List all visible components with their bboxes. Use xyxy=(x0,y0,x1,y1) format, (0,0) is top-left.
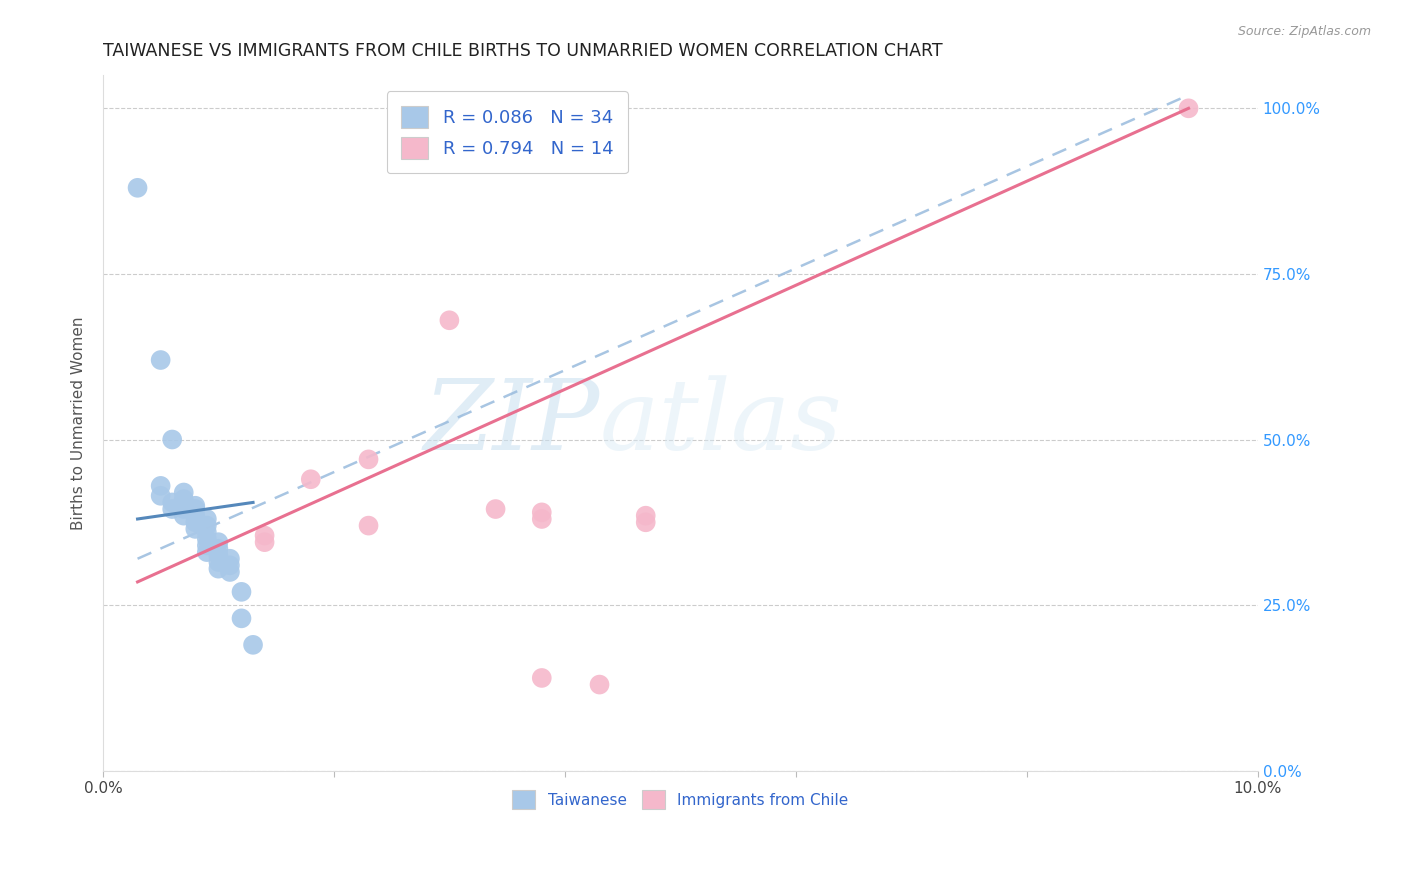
Point xyxy=(530,505,553,519)
Point xyxy=(160,495,183,509)
Point xyxy=(207,555,229,569)
Point xyxy=(231,585,253,599)
Y-axis label: Births to Unmarried Women: Births to Unmarried Women xyxy=(72,316,86,530)
Point xyxy=(530,671,553,685)
Point xyxy=(149,353,172,368)
Point xyxy=(207,535,229,549)
Point xyxy=(299,472,322,486)
Point xyxy=(149,489,172,503)
Legend: Taiwanese, Immigrants from Chile: Taiwanese, Immigrants from Chile xyxy=(506,784,855,815)
Point xyxy=(195,512,218,526)
Text: ZIP: ZIP xyxy=(423,376,599,471)
Point xyxy=(173,492,195,507)
Point xyxy=(357,518,380,533)
Point xyxy=(184,508,207,523)
Point xyxy=(149,479,172,493)
Point xyxy=(253,528,276,542)
Point xyxy=(184,516,207,530)
Text: Source: ZipAtlas.com: Source: ZipAtlas.com xyxy=(1237,25,1371,38)
Point xyxy=(242,638,264,652)
Point xyxy=(195,525,218,540)
Point xyxy=(184,499,207,513)
Point xyxy=(207,541,229,556)
Text: atlas: atlas xyxy=(599,376,842,471)
Point xyxy=(127,181,149,195)
Point xyxy=(160,433,183,447)
Point xyxy=(634,516,657,530)
Point xyxy=(195,545,218,559)
Point xyxy=(195,518,218,533)
Point xyxy=(173,508,195,523)
Point xyxy=(207,562,229,576)
Text: TAIWANESE VS IMMIGRANTS FROM CHILE BIRTHS TO UNMARRIED WOMEN CORRELATION CHART: TAIWANESE VS IMMIGRANTS FROM CHILE BIRTH… xyxy=(103,42,942,60)
Point xyxy=(357,452,380,467)
Point xyxy=(484,502,506,516)
Point xyxy=(184,522,207,536)
Point xyxy=(219,551,242,566)
Point xyxy=(160,502,183,516)
Point xyxy=(1177,101,1199,115)
Point xyxy=(173,485,195,500)
Point xyxy=(219,565,242,579)
Point xyxy=(530,512,553,526)
Point xyxy=(173,502,195,516)
Point xyxy=(207,549,229,563)
Point xyxy=(253,535,276,549)
Point xyxy=(195,539,218,553)
Point xyxy=(173,499,195,513)
Point xyxy=(634,508,657,523)
Point xyxy=(219,558,242,573)
Point xyxy=(439,313,461,327)
Point xyxy=(195,532,218,546)
Point xyxy=(588,677,610,691)
Point xyxy=(231,611,253,625)
Point xyxy=(184,502,207,516)
